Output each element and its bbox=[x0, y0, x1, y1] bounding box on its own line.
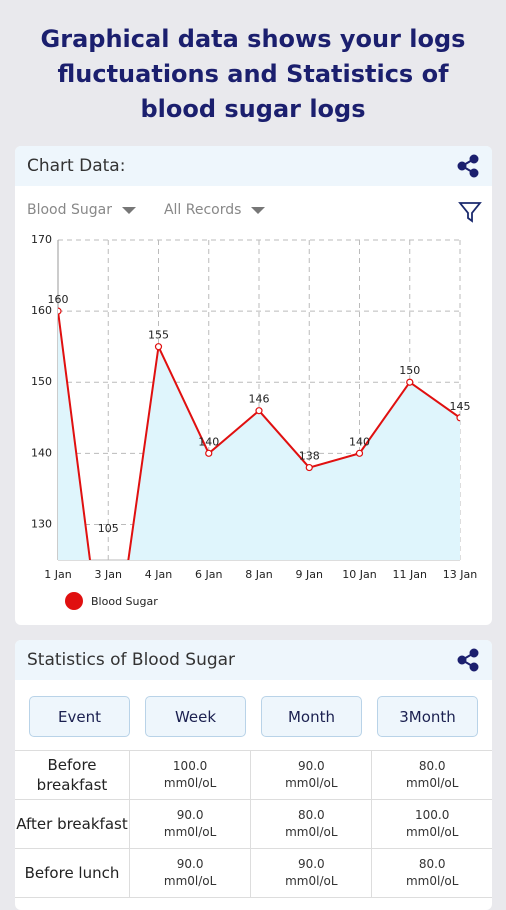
filter-range[interactable]: All Records bbox=[164, 202, 281, 218]
cell-unit: mm0l/oL bbox=[405, 874, 459, 888]
data-label: 140 bbox=[198, 435, 219, 448]
tab[interactable]: Month bbox=[261, 696, 362, 737]
card-header: Chart Data: bbox=[15, 146, 492, 186]
filters: Blood Sugar All Records bbox=[27, 202, 281, 218]
chart-card: Chart Data: Blood Sugar All Records 130 1… bbox=[15, 146, 492, 625]
y-tick-label: 170 bbox=[31, 233, 52, 246]
data-label: 146 bbox=[249, 393, 270, 406]
chart: 130 140 150 160 170 1 Jan 3 Jan 4 Jan 6 Jan 8 Jan… bbox=[31, 233, 477, 610]
stats-table: Before breakfast 100.0 mm0l/oL 90.0 mm0l/oL 8… bbox=[15, 750, 492, 898]
point bbox=[154, 343, 163, 351]
card-header: Statistics of Blood Sugar bbox=[15, 640, 492, 680]
dropdown-arrow bbox=[121, 206, 136, 214]
row-label: Before breakfast bbox=[15, 750, 130, 800]
table-cell: 80.0 mm0l/oL bbox=[250, 799, 373, 849]
data-label: 150 bbox=[399, 364, 420, 377]
point bbox=[255, 407, 263, 415]
y-tick-label: 130 bbox=[31, 517, 52, 530]
tab[interactable]: 3Month bbox=[377, 696, 478, 737]
cell-value: 100.0 bbox=[172, 759, 208, 773]
area bbox=[58, 311, 460, 560]
x-tick-label: 10 Jan bbox=[342, 568, 376, 581]
row-label: After breakfast bbox=[15, 799, 130, 849]
x-tick-label: 3 Jan bbox=[95, 568, 122, 581]
table-cell: 90.0 mm0l/oL bbox=[128, 848, 252, 898]
table-cell: 80.0 mm0l/oL bbox=[371, 750, 492, 800]
card-title: Chart Data: bbox=[27, 156, 126, 176]
legend-swatch bbox=[65, 592, 83, 610]
point bbox=[406, 378, 414, 386]
table-cell: 90.0 mm0l/oL bbox=[250, 750, 373, 800]
cell-unit: mm0l/oL bbox=[285, 825, 338, 839]
cell-value: 90.0 bbox=[297, 759, 325, 773]
plot-area bbox=[58, 307, 460, 560]
cell-unit: mm0l/oL bbox=[405, 776, 459, 790]
tab[interactable]: Week bbox=[145, 696, 246, 737]
cell-value: 90.0 bbox=[297, 857, 325, 871]
point bbox=[58, 307, 62, 315]
data-label: 140 bbox=[349, 435, 370, 448]
point bbox=[355, 449, 364, 457]
table-row: Before lunch 90.0 mm0l/oL 90.0 mm0l/oL 80.0 mm… bbox=[15, 848, 492, 898]
data-label: 155 bbox=[148, 329, 169, 342]
x-tick-label: 4 Jan bbox=[145, 568, 172, 581]
cell-value: 100.0 bbox=[415, 808, 450, 822]
y-tick-label: 150 bbox=[31, 375, 52, 388]
share-icon[interactable] bbox=[456, 154, 480, 178]
table-cell: 100.0 mm0l/oL bbox=[128, 750, 252, 800]
cell-unit: mm0l/oL bbox=[163, 874, 217, 888]
table-cell: 90.0 mm0l/oL bbox=[128, 799, 252, 849]
point bbox=[456, 414, 460, 422]
filter-icon[interactable] bbox=[458, 200, 482, 224]
page-title: Graphical data shows your logs fluctuati… bbox=[40, 25, 466, 123]
legend-label: Blood Sugar bbox=[91, 595, 158, 608]
data-label: 138 bbox=[299, 450, 320, 463]
share-icon[interactable] bbox=[456, 648, 480, 672]
table-cell: 90.0 mm0l/oL bbox=[250, 848, 373, 898]
point bbox=[305, 463, 313, 472]
cell-unit: mm0l/oL bbox=[163, 776, 217, 790]
point bbox=[205, 449, 213, 457]
x-tick-label: 8 Jan bbox=[245, 568, 272, 581]
data-label: 145 bbox=[450, 400, 471, 413]
cell-value: 90.0 bbox=[176, 808, 204, 822]
table-row: After breakfast 90.0 mm0l/oL 80.0 mm0l/oL 100… bbox=[15, 799, 492, 849]
data-label: 160 bbox=[48, 293, 69, 306]
cell-value: 80.0 bbox=[418, 857, 446, 871]
data-label: 105 bbox=[98, 522, 119, 535]
table-cell: 80.0 mm0l/oL bbox=[371, 848, 492, 898]
y-tick-label: 140 bbox=[31, 446, 52, 459]
card-title: Statistics of Blood Sugar bbox=[27, 650, 236, 670]
table-row: Before breakfast 100.0 mm0l/oL 90.0 mm0l/oL 8… bbox=[15, 750, 492, 800]
cell-unit: mm0l/oL bbox=[405, 825, 459, 839]
cell-value: 90.0 bbox=[176, 857, 204, 871]
tabs: Event Week Month 3Month bbox=[29, 696, 478, 737]
row-label: Before lunch bbox=[15, 848, 130, 898]
dropdown-arrow bbox=[251, 206, 266, 214]
cell-value: 80.0 bbox=[418, 759, 446, 773]
cell-unit: mm0l/oL bbox=[285, 776, 338, 790]
cell-value: 80.0 bbox=[297, 808, 325, 822]
cell-unit: mm0l/oL bbox=[163, 825, 217, 839]
filter-label: All Records bbox=[163, 202, 242, 218]
table-cell: 100.0 mm0l/oL bbox=[371, 799, 492, 849]
filter-type[interactable]: Blood Sugar bbox=[27, 202, 152, 218]
x-tick-label: 11 Jan bbox=[393, 568, 427, 581]
x-tick-label: 6 Jan bbox=[195, 568, 222, 581]
x-tick-label: 1 Jan bbox=[44, 568, 71, 581]
y-tick-label: 160 bbox=[31, 304, 52, 317]
x-tick-label: 13 Jan bbox=[443, 568, 477, 581]
tab[interactable]: Event bbox=[29, 696, 130, 737]
x-tick-label: 9 Jan bbox=[296, 568, 323, 581]
filter-label: Blood Sugar bbox=[27, 202, 112, 218]
cell-unit: mm0l/oL bbox=[285, 874, 338, 888]
stats-card: Statistics of Blood Sugar Event Week Month… bbox=[15, 640, 492, 910]
